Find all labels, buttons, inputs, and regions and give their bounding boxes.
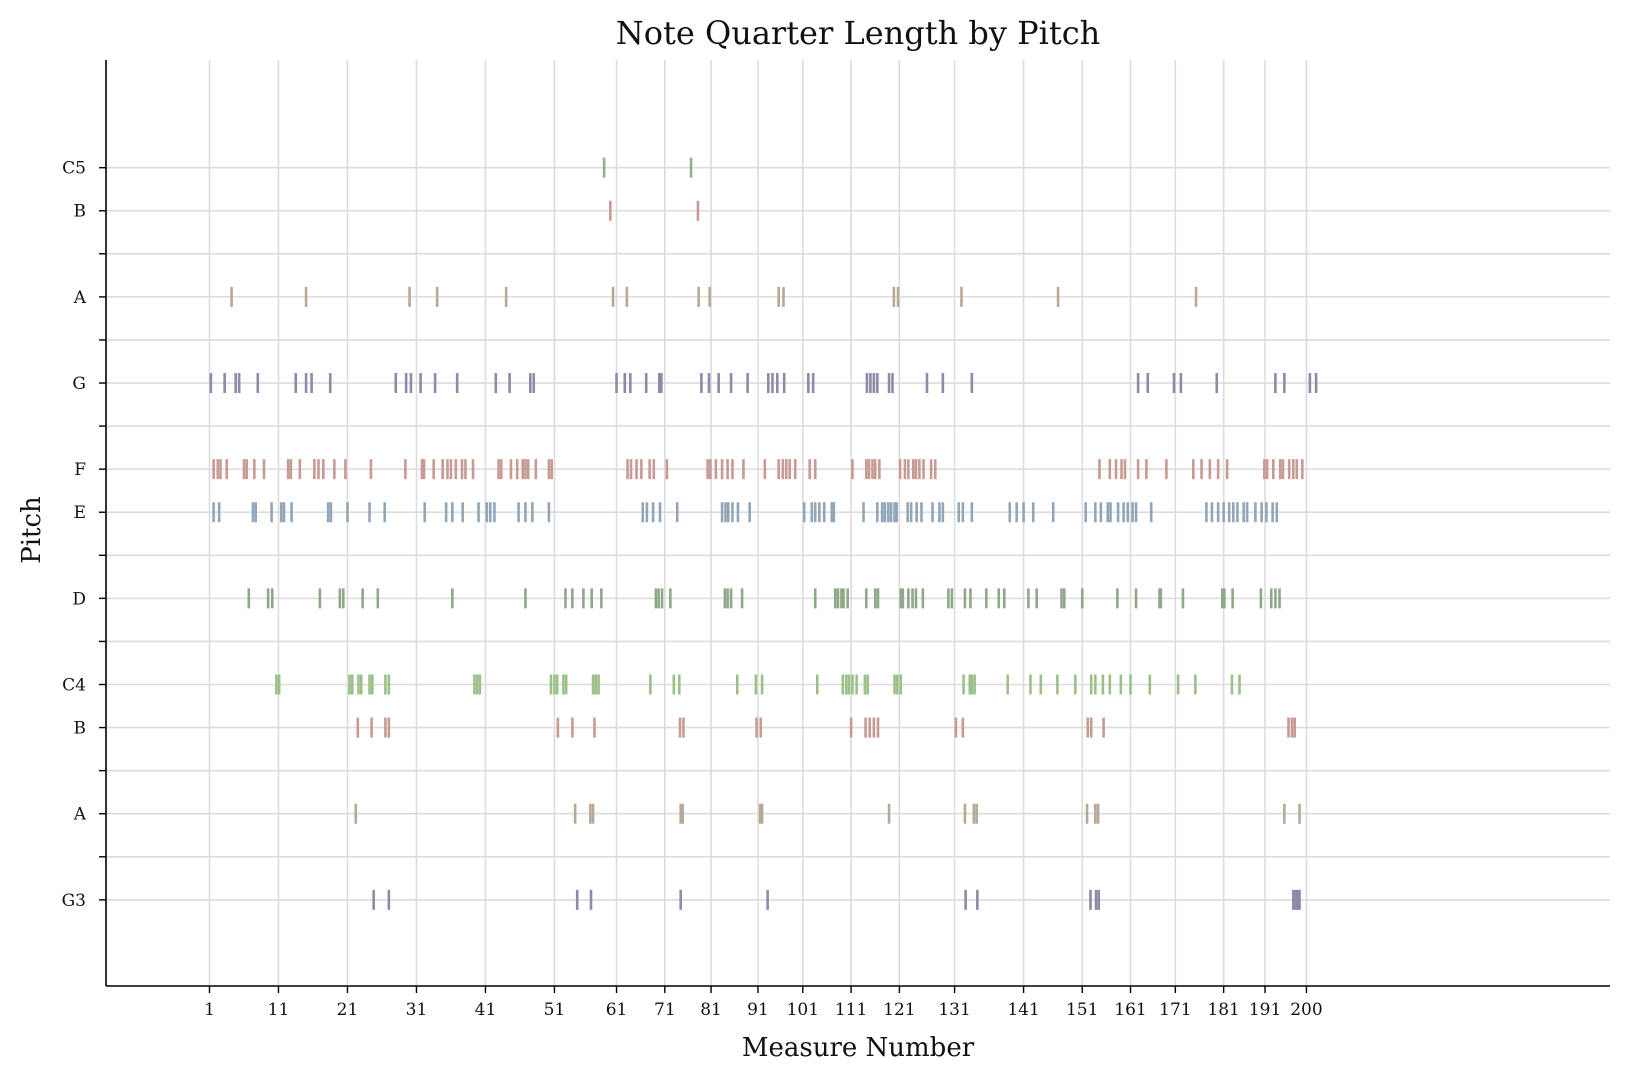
x-tick-label: 161 [1114, 1000, 1146, 1020]
y-axis-label: Pitch [17, 496, 47, 564]
x-tick-label: 11 [268, 1000, 290, 1020]
y-tick-label: B [74, 202, 87, 222]
grid-layer [106, 60, 1610, 986]
y-tick-label: G [72, 374, 86, 394]
marks-layer [209, 157, 1318, 910]
x-tick-label: 141 [1007, 1000, 1039, 1020]
y-tick-label: D [72, 589, 86, 609]
x-axis-label: Measure Number [742, 1033, 975, 1063]
y-tick-label: F [74, 460, 86, 480]
x-tick-label: 171 [1159, 1000, 1191, 1020]
y-tick-label: C4 [62, 676, 86, 696]
y-tick-label: A [73, 288, 87, 308]
x-tick-label: 61 [606, 1000, 628, 1020]
y-tick-label: B [74, 719, 87, 739]
x-tick-label: 121 [883, 1000, 915, 1020]
x-tick-label: 21 [337, 1000, 359, 1020]
x-tick-label: 191 [1249, 1000, 1281, 1020]
x-tick-label: 200 [1290, 1000, 1322, 1020]
x-tick-label: 31 [406, 1000, 428, 1020]
y-tick-label: A [73, 805, 87, 825]
axes-layer: 1 11 21 31 41 51 61 71 81 91 101 111 121 131 141 151 161… [62, 60, 1610, 1020]
x-tick-label: 101 [787, 1000, 819, 1020]
x-tick-label: 131 [938, 1000, 970, 1020]
x-tick-label: 151 [1066, 1000, 1098, 1020]
y-tick-label: E [74, 503, 86, 523]
x-tick-label: 1 [204, 1000, 215, 1020]
x-tick-label: 111 [835, 1000, 867, 1020]
x-tick-label: 51 [544, 1000, 566, 1020]
y-tick-label: G3 [62, 891, 86, 911]
x-tick-label: 81 [700, 1000, 722, 1020]
y-tick-label: C5 [62, 159, 86, 179]
chart-title: Note Quarter Length by Pitch [616, 14, 1101, 52]
x-tick-label: 181 [1207, 1000, 1239, 1020]
x-tick-label: 41 [475, 1000, 497, 1020]
x-tick-label: 91 [747, 1000, 769, 1020]
x-tick-label: 71 [654, 1000, 676, 1020]
